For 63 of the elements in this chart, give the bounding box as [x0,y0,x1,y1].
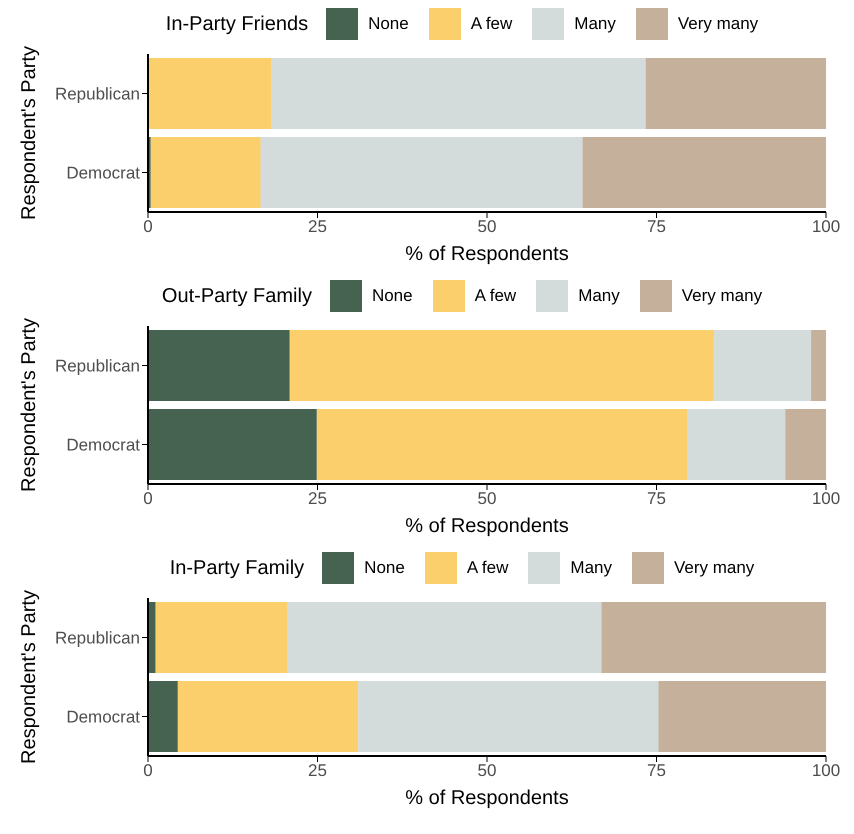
x-tick-label: 100 [812,489,840,508]
x-tick-label: 0 [143,217,153,236]
legend-label: Very many [674,558,754,578]
x-tick-label: 25 [308,489,327,508]
bar [290,330,714,401]
x-tick-label: 0 [143,489,153,508]
bar [714,330,812,401]
legend-title: In-Party Friends [166,12,308,36]
bar [271,58,646,129]
x-tick-label: 100 [812,761,840,780]
bar [148,408,317,480]
x-tick-label: 25 [308,761,327,780]
y-tick-label: Democrat [66,164,140,183]
legend-title: Out-Party Family [162,284,312,308]
y-tick-label: Republican [54,356,140,376]
legend-label: Very many [682,286,762,306]
bar [646,58,826,129]
x-tick-label: 100 [812,217,840,236]
y-axis-title: Respondent's Party [18,46,40,220]
legend-label: A few [470,14,512,34]
y-axis-title: Respondent's Party [18,590,40,764]
legend-label: A few [474,286,516,306]
bar [811,330,826,401]
x-tick-label: 75 [647,761,666,780]
y-tick-label: Republican [54,84,140,104]
legend-title: In-Party Family [170,556,304,580]
x-tick-label: 75 [647,217,666,236]
legend-label: Many [574,14,616,34]
bar [316,408,688,480]
bar [582,136,826,208]
bar [602,602,826,673]
x-tick-label: 75 [647,489,666,508]
x-tick-label: 50 [478,761,496,780]
bar [155,602,287,673]
bar [785,408,826,480]
bar [178,680,358,752]
x-tick-label: 0 [143,761,153,780]
bar [260,136,583,208]
bar [148,680,178,752]
legend-label: Very many [678,14,758,34]
bar [148,58,272,129]
bar [358,680,659,752]
bar [150,136,261,208]
legend-label: None [372,286,413,306]
y-tick-label: Democrat [66,436,140,455]
legend-label: None [364,558,405,578]
x-axis-title: % of Respondents [405,243,569,266]
legend-label: A few [466,558,508,578]
legend-label: Many [570,558,612,578]
legend-label: Many [578,286,620,306]
x-tick-label: 25 [308,217,327,236]
bar [658,680,826,752]
y-axis-title: Respondent's Party [18,318,40,492]
x-axis-title: % of Respondents [405,515,569,538]
y-tick-label: Republican [54,628,140,648]
bar [286,602,602,673]
bar [148,330,290,401]
y-tick-label: Democrat [66,708,140,727]
bar [687,408,786,480]
x-tick-label: 50 [478,489,496,508]
x-axis-title: % of Respondents [405,787,569,810]
legend-label: None [368,14,409,34]
x-tick-label: 50 [478,217,496,236]
